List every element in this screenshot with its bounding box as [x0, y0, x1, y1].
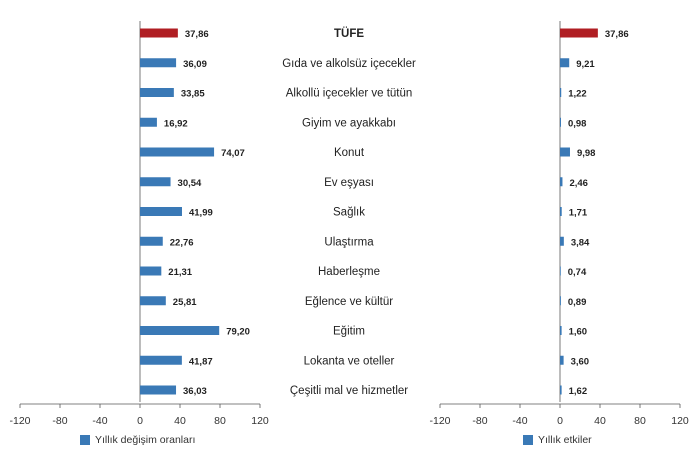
data-label-left: 41,99: [189, 208, 213, 219]
legend-left: Yıllık değişim oranları: [80, 434, 195, 446]
bar-left: [140, 207, 182, 216]
x-tick-label-right: 80: [634, 415, 646, 427]
legend-left-swatch: [80, 435, 90, 445]
category-label: Ulaştırma: [324, 236, 374, 248]
category-label: Eğlence ve kültür: [305, 296, 393, 308]
x-tick-label-right: 0: [557, 415, 563, 427]
bar-left: [140, 355, 182, 365]
data-label-right: 37,86: [605, 29, 629, 40]
x-tick-label-left: -120: [9, 415, 30, 427]
data-label-right: 1,62: [569, 386, 588, 397]
x-tick-label-left: 120: [251, 415, 269, 427]
bar-right: [560, 296, 561, 306]
legend-left-label: Yıllık değişim oranları: [95, 434, 196, 446]
data-label-left: 22,76: [170, 237, 194, 248]
x-tick-label-right: -40: [512, 415, 527, 427]
category-label: Lokanta ve oteller: [304, 355, 395, 367]
data-label-right: 3,60: [571, 356, 590, 367]
legend-right: Yıllık etkiler: [523, 434, 592, 446]
bar-left: [140, 326, 220, 335]
bar-left: [140, 236, 163, 246]
category-label: Ev eşyası: [324, 177, 374, 189]
data-label-right: 9,98: [577, 148, 596, 159]
x-tick-label-right: -80: [472, 415, 487, 427]
x-tick-label-right: -120: [429, 415, 450, 427]
data-label-left: 30,54: [178, 178, 202, 189]
bar-right: [560, 385, 562, 395]
x-tick-label-left: 0: [137, 415, 143, 427]
data-label-right: 0,89: [568, 297, 587, 308]
data-label-right: 1,71: [569, 208, 588, 219]
bar-right: [560, 58, 570, 68]
category-label: Giyim ve ayakkabı: [302, 117, 396, 129]
category-label: Haberleşme: [318, 266, 380, 278]
data-label-left: 36,09: [183, 59, 207, 70]
data-label-right: 0,98: [568, 118, 587, 129]
category-label: Gıda ve alkolsüz içecekler: [282, 58, 416, 70]
data-label-right: 1,60: [569, 327, 588, 338]
bar-left: [140, 385, 177, 395]
data-label-left: 36,03: [183, 386, 207, 397]
bar-right: [560, 326, 562, 335]
x-tick-label-left: -80: [52, 415, 67, 427]
bar-right: [560, 88, 562, 97]
data-label-left: 21,31: [168, 267, 192, 278]
bar-right: [560, 355, 564, 365]
x-tick-label-left: 40: [174, 415, 186, 427]
category-label: TÜFE: [334, 27, 364, 40]
bar-left: [140, 117, 157, 127]
category-label: Çeşitli mal ve hizmetler: [290, 385, 408, 397]
x-tick-label-left: -40: [92, 415, 107, 427]
data-label-right: 9,21: [576, 59, 595, 70]
category-label: Konut: [334, 147, 365, 159]
bar-right: [560, 177, 563, 187]
data-label-right: 3,84: [571, 237, 590, 248]
legend-right-label: Yıllık etkiler: [538, 434, 592, 446]
bar-left: [140, 58, 177, 68]
bar-left: [140, 88, 174, 97]
legend-right-swatch: [523, 435, 533, 445]
data-label-left: 37,86: [185, 29, 209, 40]
data-label-right: 1,22: [568, 89, 587, 100]
bar-right: [560, 28, 598, 38]
bar-left: [140, 28, 178, 38]
bar-right: [560, 147, 570, 157]
data-label-right: 2,46: [569, 178, 588, 189]
data-label-left: 79,20: [226, 327, 250, 338]
data-label-left: 25,81: [173, 297, 197, 308]
data-label-left: 74,07: [221, 148, 245, 159]
bar-right: [560, 266, 561, 276]
x-tick-label-left: 80: [214, 415, 226, 427]
bar-right: [560, 236, 564, 246]
data-label-left: 41,87: [189, 356, 213, 367]
data-label-left: 16,92: [164, 118, 188, 129]
x-tick-label-right: 120: [671, 415, 689, 427]
bar-left: [140, 147, 215, 157]
category-label: Sağlık: [333, 207, 365, 219]
x-tick-label-right: 40: [594, 415, 606, 427]
bar-left: [140, 296, 166, 306]
bar-right: [560, 207, 562, 216]
bar-left: [140, 266, 162, 276]
bar-left: [140, 177, 171, 187]
bar-right: [560, 117, 561, 127]
data-label-right: 0,74: [568, 267, 587, 278]
category-label: Alkollü içecekler ve tütün: [286, 88, 413, 100]
category-label: Eğitim: [333, 326, 365, 338]
data-label-left: 33,85: [181, 89, 205, 100]
